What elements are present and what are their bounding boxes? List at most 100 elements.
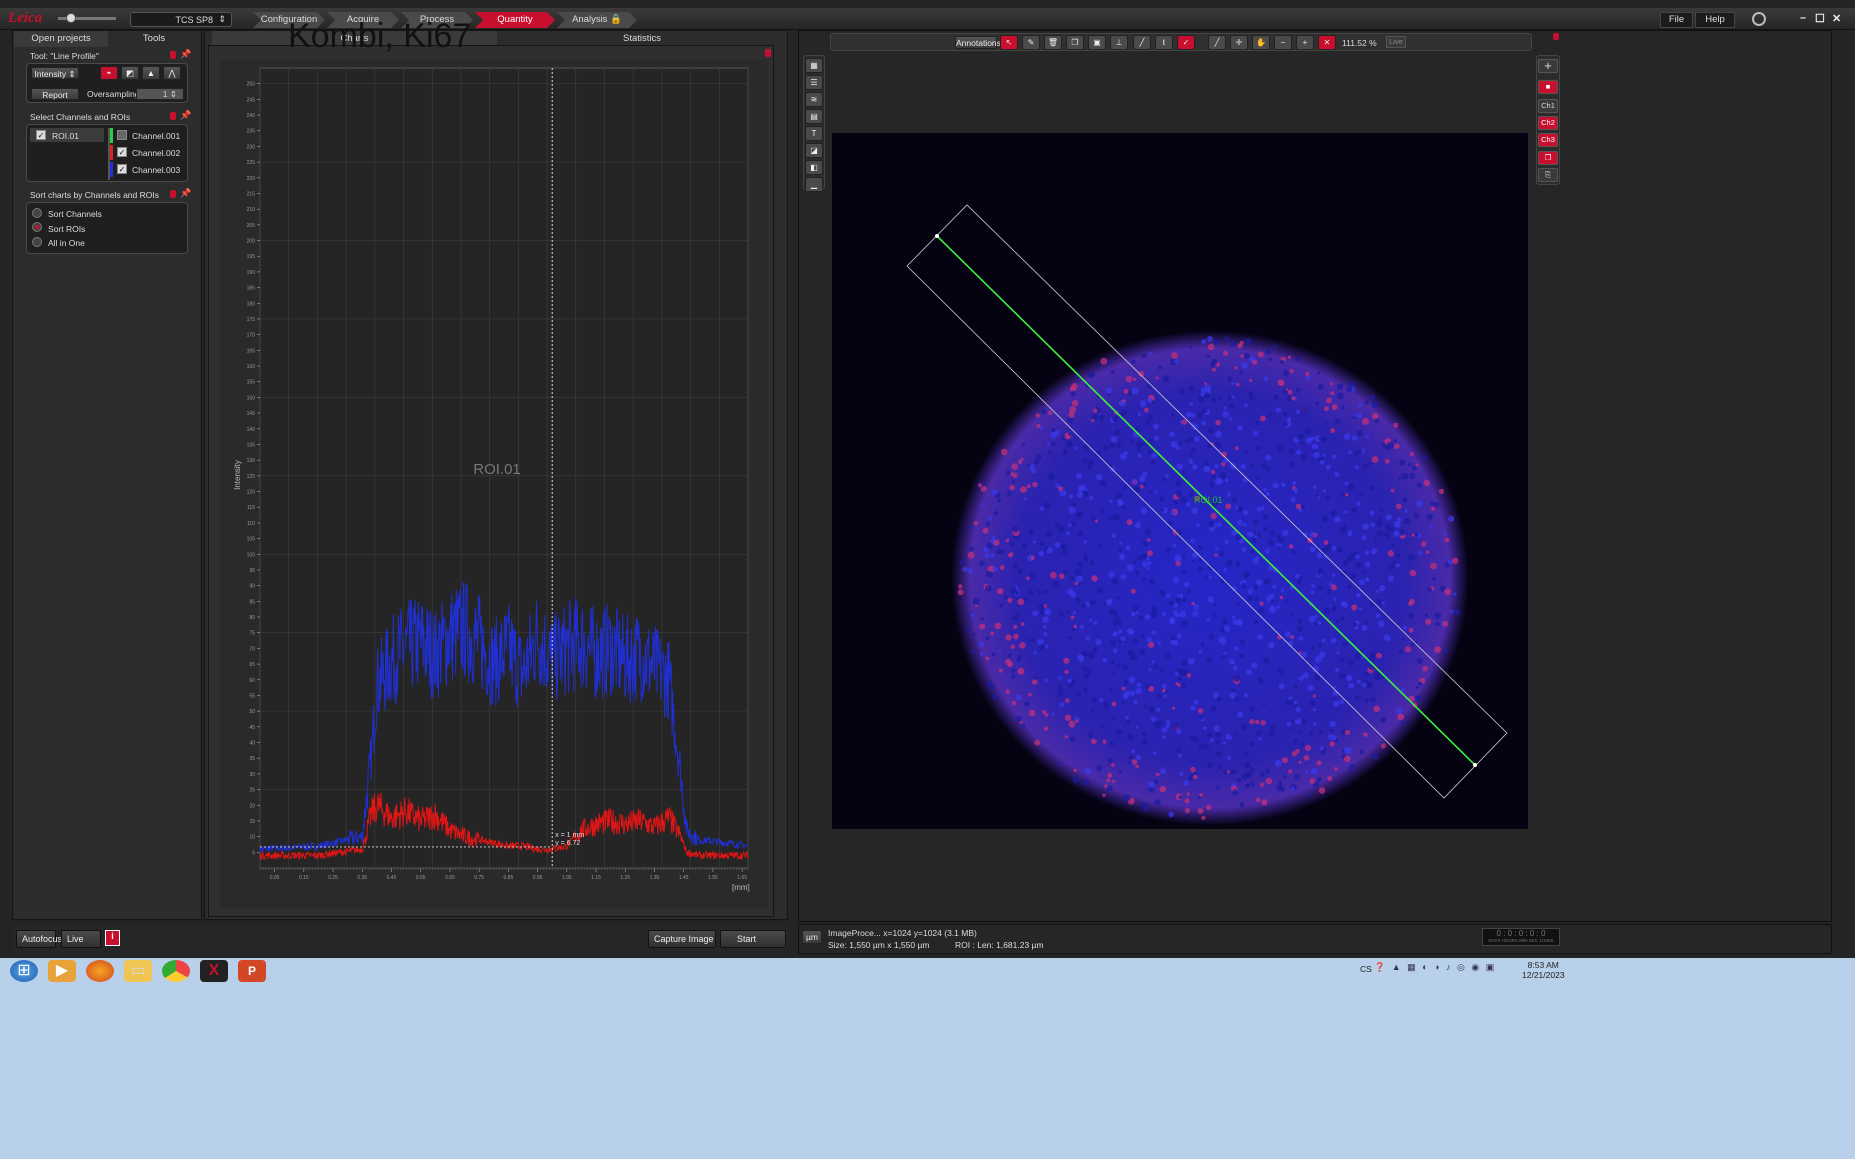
brightness-slider-track[interactable]	[58, 17, 116, 20]
info-icon[interactable]: i	[105, 930, 120, 946]
line-profile-chart[interactable]: 5 10 15 20 25 30 35 40 45 50 55 60 65 70 75 80 85 90 95 100…	[220, 60, 768, 908]
firefox-icon[interactable]	[86, 960, 114, 982]
tray-icons[interactable]: ❓ ▲ ▦ ◐ ◑ ♪ ◎ ◉ ▣	[1374, 962, 1497, 972]
tab-analysis[interactable]: Analysis 🔒	[557, 12, 637, 28]
tab-open-projects[interactable]: Open projects	[14, 31, 108, 47]
tab-statistics[interactable]: Statistics	[498, 31, 786, 47]
roi-list-item[interactable]	[30, 128, 104, 142]
display-tool-icon[interactable]: ▦	[805, 58, 823, 73]
ch1-toggle[interactable]: Ch1	[1538, 99, 1558, 113]
system-select[interactable]: TCS SP8 ⇕	[130, 12, 232, 27]
media-player-icon[interactable]: ▶	[48, 960, 76, 982]
info-icon[interactable]	[765, 49, 771, 57]
tab-tools[interactable]: Tools	[108, 31, 200, 47]
add-icon[interactable]: +	[1538, 59, 1558, 73]
ruler-icon[interactable]: ⊥	[1110, 35, 1128, 50]
cell-nucleus	[1212, 613, 1217, 618]
pen-tool-icon[interactable]: ✎	[1022, 35, 1040, 50]
all-in-one-radio[interactable]	[32, 237, 42, 247]
roi-checkbox[interactable]: ✓	[36, 130, 46, 140]
unit-button[interactable]: µm	[802, 930, 822, 944]
report-button[interactable]: Report	[31, 88, 79, 100]
pin-icon[interactable]: 📌	[180, 110, 192, 120]
info-icon[interactable]	[1553, 33, 1559, 40]
restore-icon[interactable]: ☐	[1815, 13, 1825, 25]
live-button[interactable]: Live	[61, 930, 101, 948]
channel-merge-icon[interactable]: ❐	[1538, 151, 1558, 165]
hand-icon[interactable]: ✋	[1252, 35, 1270, 50]
cell-nucleus	[1188, 459, 1194, 464]
ch2-toggle[interactable]: Ch2	[1538, 116, 1558, 130]
text-tool-icon[interactable]: T	[805, 126, 823, 141]
cell-nucleus	[1135, 754, 1142, 760]
explorer-icon[interactable]: ▭	[124, 960, 152, 982]
close-icon[interactable]: ✕	[1832, 13, 1842, 25]
pointer-tool-icon[interactable]: ↖	[1000, 35, 1018, 50]
delete-tool-icon[interactable]: 🗑	[1044, 35, 1062, 50]
layers-tool-icon[interactable]: ≋	[805, 92, 823, 107]
eyedropper-icon[interactable]: ╱	[1208, 35, 1226, 50]
channel3-checkbox[interactable]: ✓	[117, 164, 127, 174]
microscopy-image[interactable]: ROI.01	[832, 133, 1528, 829]
file-menu[interactable]: File	[1660, 12, 1693, 28]
histogram-mode-icon[interactable]: ▲	[142, 66, 160, 80]
sort-rois-radio[interactable]	[32, 222, 42, 232]
peak-mode-icon[interactable]: ⋀	[163, 66, 181, 80]
cell-nucleus	[1048, 473, 1055, 480]
slider-handle[interactable]	[66, 13, 76, 23]
info-icon[interactable]	[170, 51, 176, 59]
check-tool-icon[interactable]: ✓	[1177, 35, 1195, 50]
globe-icon[interactable]	[1752, 12, 1766, 26]
clock[interactable]: 8:53 AM 12/21/2023	[1522, 960, 1565, 980]
start-orb-icon[interactable]: ⊞	[10, 960, 38, 982]
oversampling-stepper[interactable]: 1 ⇕	[136, 88, 184, 100]
mode-select[interactable]: Intensity ⇕	[31, 67, 79, 79]
snapshot-icon[interactable]: ⎘	[1538, 168, 1558, 182]
roi-set-icon[interactable]: ▣	[1088, 35, 1106, 50]
info-icon[interactable]	[170, 112, 176, 120]
fit-icon[interactable]: ✕	[1318, 35, 1336, 50]
tab-configuration[interactable]: Configuration	[253, 12, 325, 28]
roi-rectangle[interactable]	[906, 204, 1508, 799]
start-button[interactable]: Start	[720, 930, 786, 948]
language-indicator[interactable]: CS	[1360, 964, 1372, 974]
gradient-mode-icon[interactable]: ◩	[121, 66, 139, 80]
line-tool-icon[interactable]: ╱	[1133, 35, 1151, 50]
channel2-checkbox[interactable]: ✓	[117, 147, 127, 157]
overlay-tool-icon[interactable]: ▤	[805, 109, 823, 124]
sort-channels-radio[interactable]	[32, 208, 42, 218]
info-icon[interactable]	[170, 190, 176, 198]
pin-icon[interactable]: 📌	[180, 49, 192, 59]
crosshair-icon[interactable]: ✛	[1230, 35, 1248, 50]
powerpoint-icon[interactable]: P	[238, 960, 266, 982]
ch3-toggle[interactable]: Ch3	[1538, 133, 1558, 147]
line-start-handle[interactable]	[935, 234, 939, 238]
line-end-handle[interactable]	[1473, 763, 1477, 767]
tab-acquire[interactable]: Acquire	[327, 12, 399, 28]
chrome-icon[interactable]	[162, 960, 190, 982]
live-toggle[interactable]: Live	[1386, 36, 1406, 48]
zoom-out-icon[interactable]: −	[1274, 35, 1292, 50]
autofocus-button[interactable]: Autofocus	[16, 930, 62, 948]
profile-mode-icon[interactable]: ◓	[100, 66, 118, 80]
split-tool-icon[interactable]: ◧	[805, 160, 823, 175]
pin-icon[interactable]: 📌	[180, 188, 192, 198]
stop-icon[interactable]: ■	[1538, 80, 1558, 94]
annotations-button[interactable]: Annotations	[955, 36, 1001, 49]
cell-nucleus	[1369, 510, 1375, 516]
tab-charts[interactable]: Charts	[212, 31, 497, 47]
channel1-checkbox[interactable]	[117, 130, 127, 140]
help-menu[interactable]: Help	[1695, 12, 1735, 28]
copy-tool-icon[interactable]: ❐	[1066, 35, 1084, 50]
minimize-icon[interactable]: –	[1800, 12, 1807, 24]
histogram-tool-icon[interactable]: ▁	[805, 177, 823, 192]
tab-process[interactable]: Process	[401, 12, 473, 28]
lut-tool-icon[interactable]: ◪	[805, 143, 823, 158]
stack-tool-icon[interactable]: ☰	[805, 75, 823, 90]
capture-image-button[interactable]: Capture Image	[648, 930, 716, 948]
zoom-in-icon[interactable]: +	[1296, 35, 1314, 50]
profile-line[interactable]	[936, 235, 1476, 766]
tab-quantity[interactable]: Quantity	[475, 12, 555, 28]
las-x-icon[interactable]: X	[200, 960, 228, 982]
freehand-tool-icon[interactable]: ℓ	[1155, 35, 1173, 50]
